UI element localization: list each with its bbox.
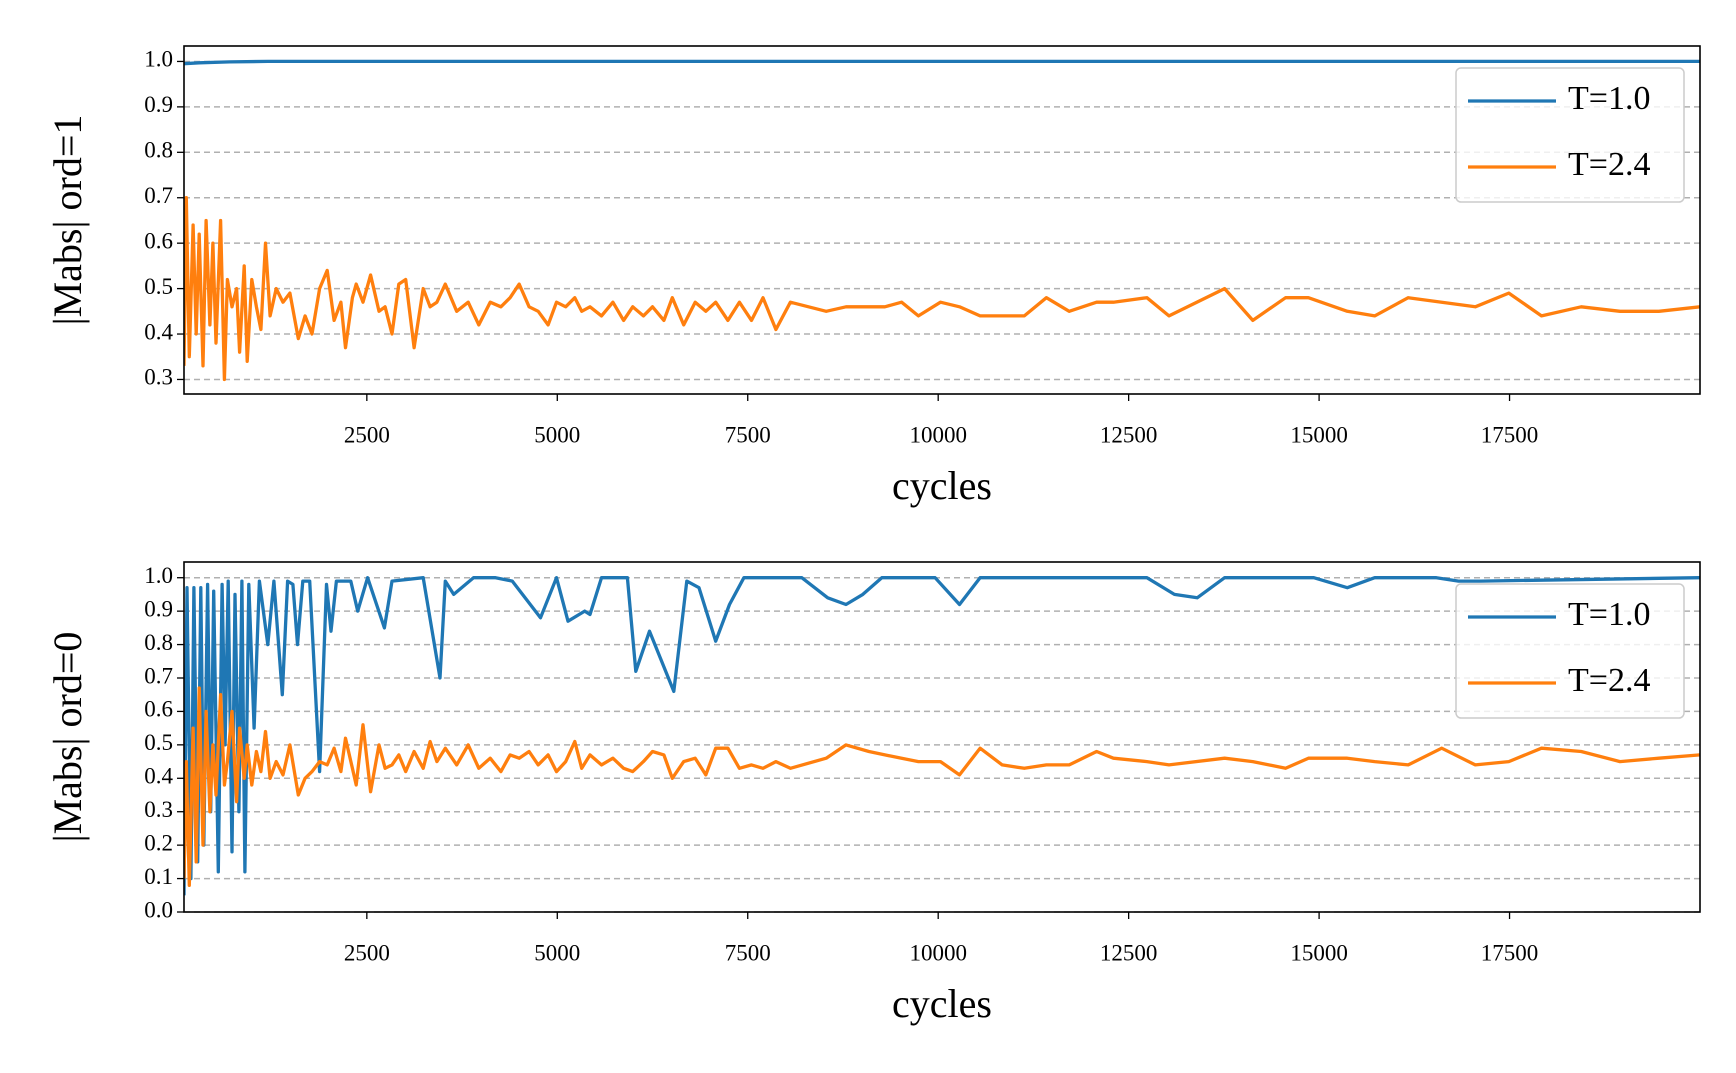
y-tick-label: 0.4 <box>144 764 173 789</box>
axes-frame <box>183 561 1701 913</box>
y-tick-label: 0.3 <box>144 365 173 390</box>
x-tick-label: 7500 <box>725 940 771 965</box>
x-tick-label: 12500 <box>1100 422 1158 447</box>
x-tick-label: 7500 <box>725 422 771 447</box>
x-tick-label: 15000 <box>1290 422 1348 447</box>
series-line <box>184 59 1700 66</box>
y-tick-label: 0.8 <box>144 630 173 655</box>
y-tick-label: 0.6 <box>144 228 173 253</box>
x-tick-label: 2500 <box>344 422 390 447</box>
x-axis-label: cycles <box>892 463 992 508</box>
x-tick-label: 17500 <box>1481 940 1539 965</box>
axes: 0.0 0.1 0.2 0.3 0.4 0.5 0.6 0.7 0.8 0.9 1.0 2500 500… <box>45 561 1701 1026</box>
y-tick-label: 0.5 <box>144 274 173 299</box>
x-tick-label: 5000 <box>534 940 580 965</box>
y-tick-label: 0.7 <box>144 663 173 688</box>
legend-label: T=2.4 <box>1568 146 1650 183</box>
y-tick-label: 0.8 <box>144 138 173 163</box>
x-tick-label: 2500 <box>344 940 390 965</box>
y-tick-label: 0.5 <box>144 730 173 755</box>
legend-label: T=2.4 <box>1568 662 1650 699</box>
x-tick-label: 17500 <box>1481 422 1539 447</box>
y-tick-label: 0.9 <box>144 596 173 621</box>
axes-frame <box>183 45 1701 395</box>
y-tick-label: 0.9 <box>144 92 173 117</box>
y-tick-label: 0.3 <box>144 797 173 822</box>
x-tick-label: 12500 <box>1100 940 1158 965</box>
series-line <box>184 576 1700 896</box>
y-tick-label: 0.1 <box>144 864 173 889</box>
y-axis-label: |Mabs| ord=0 <box>45 632 90 843</box>
x-tick-label: 10000 <box>909 422 967 447</box>
axes: 0.3 0.4 0.5 0.6 0.7 0.8 0.9 1.0 2500 5000 7500 1000… <box>45 45 1701 508</box>
y-tick-label: 0.6 <box>144 697 173 722</box>
legend-label: T=1.0 <box>1568 80 1650 117</box>
y-tick-label: 0.0 <box>144 897 173 922</box>
y-axis-label: |Mabs| ord=1 <box>45 115 90 326</box>
y-tick-label: 0.2 <box>144 830 173 855</box>
series-line <box>184 196 1700 382</box>
x-tick-label: 10000 <box>909 940 967 965</box>
y-tick-label: 1.0 <box>144 47 173 72</box>
x-axis-label: cycles <box>892 981 992 1026</box>
y-tick-label: 1.0 <box>144 563 173 588</box>
x-tick-label: 15000 <box>1290 940 1348 965</box>
x-tick-label: 5000 <box>534 422 580 447</box>
y-tick-label: 0.7 <box>144 183 173 208</box>
legend-label: T=1.0 <box>1568 596 1650 633</box>
series-line <box>184 686 1700 887</box>
y-tick-label: 0.4 <box>144 319 173 344</box>
